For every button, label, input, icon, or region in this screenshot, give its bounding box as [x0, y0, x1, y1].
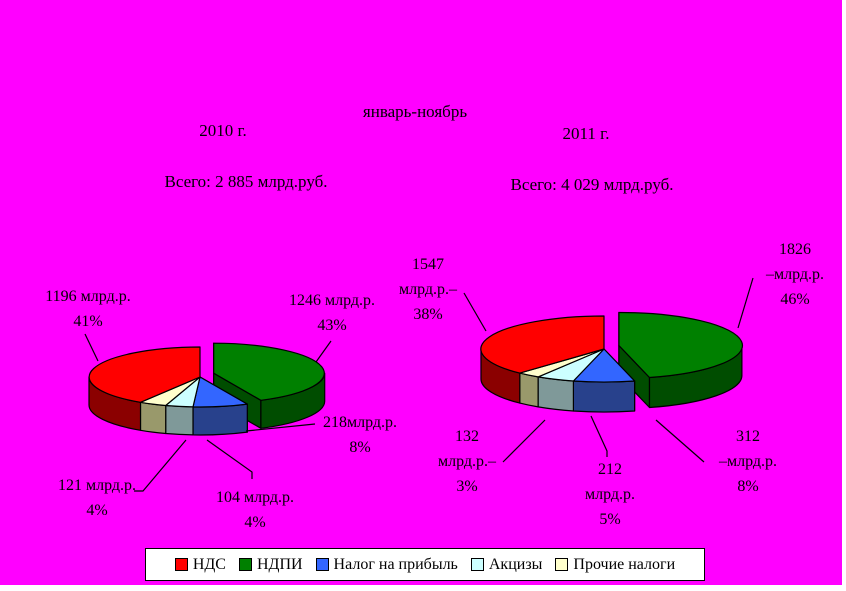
nds-color-swatch-icon [174, 558, 188, 571]
callout-2010-nds: 1196 млрд.р. 41% [45, 288, 131, 330]
year-label-2010: 2010 г. [199, 121, 247, 140]
callout-2010-profit-tax: 218млрд.р. 8% [322, 414, 398, 456]
total-label-2010: Всего: 2 885 млрд.руб. [164, 172, 328, 191]
other-taxes-color-swatch-icon [555, 558, 569, 571]
legend-item-nds: НДС [174, 556, 226, 574]
callout-2011-other-taxes: 132 млрд.р.– 3% [437, 428, 497, 495]
chart-legend: НДС НДПИ Налог на прибыль Акцизы Прочие … [145, 548, 705, 581]
callout-2010-excise: 104 млрд.р. 4% [215, 489, 295, 531]
legend-item-profit-tax: Налог на прибыль [315, 556, 458, 574]
legend-item-excise: Акцизы [470, 556, 542, 574]
callout-2010-other-taxes: 121 млрд.р. 4% [57, 477, 137, 519]
callout-2011-ndpi: 1826 –млрд.р. 46% [765, 241, 825, 308]
profit-tax-color-swatch-icon [315, 558, 329, 571]
year-label-2011: 2011 г. [562, 124, 610, 143]
excise-color-swatch-icon [470, 558, 484, 571]
legend-item-ndpi: НДПИ [238, 556, 303, 574]
callout-2011-profit-tax: 312 –млрд.р. 8% [718, 428, 778, 495]
total-label-2011: Всего: 4 029 млрд.руб. [510, 175, 674, 194]
ndpi-color-swatch-icon [238, 558, 252, 571]
callout-2011-excise: 212 млрд.р. 5% [584, 461, 636, 528]
legend-item-other-taxes: Прочие налоги [555, 556, 675, 574]
callout-2010-ndpi: 1246 млрд.р. 43% [288, 292, 376, 334]
callout-2011-nds: 1547 млрд.р.– 38% [398, 256, 458, 323]
chart-title: январь-ноябрь [362, 102, 468, 121]
